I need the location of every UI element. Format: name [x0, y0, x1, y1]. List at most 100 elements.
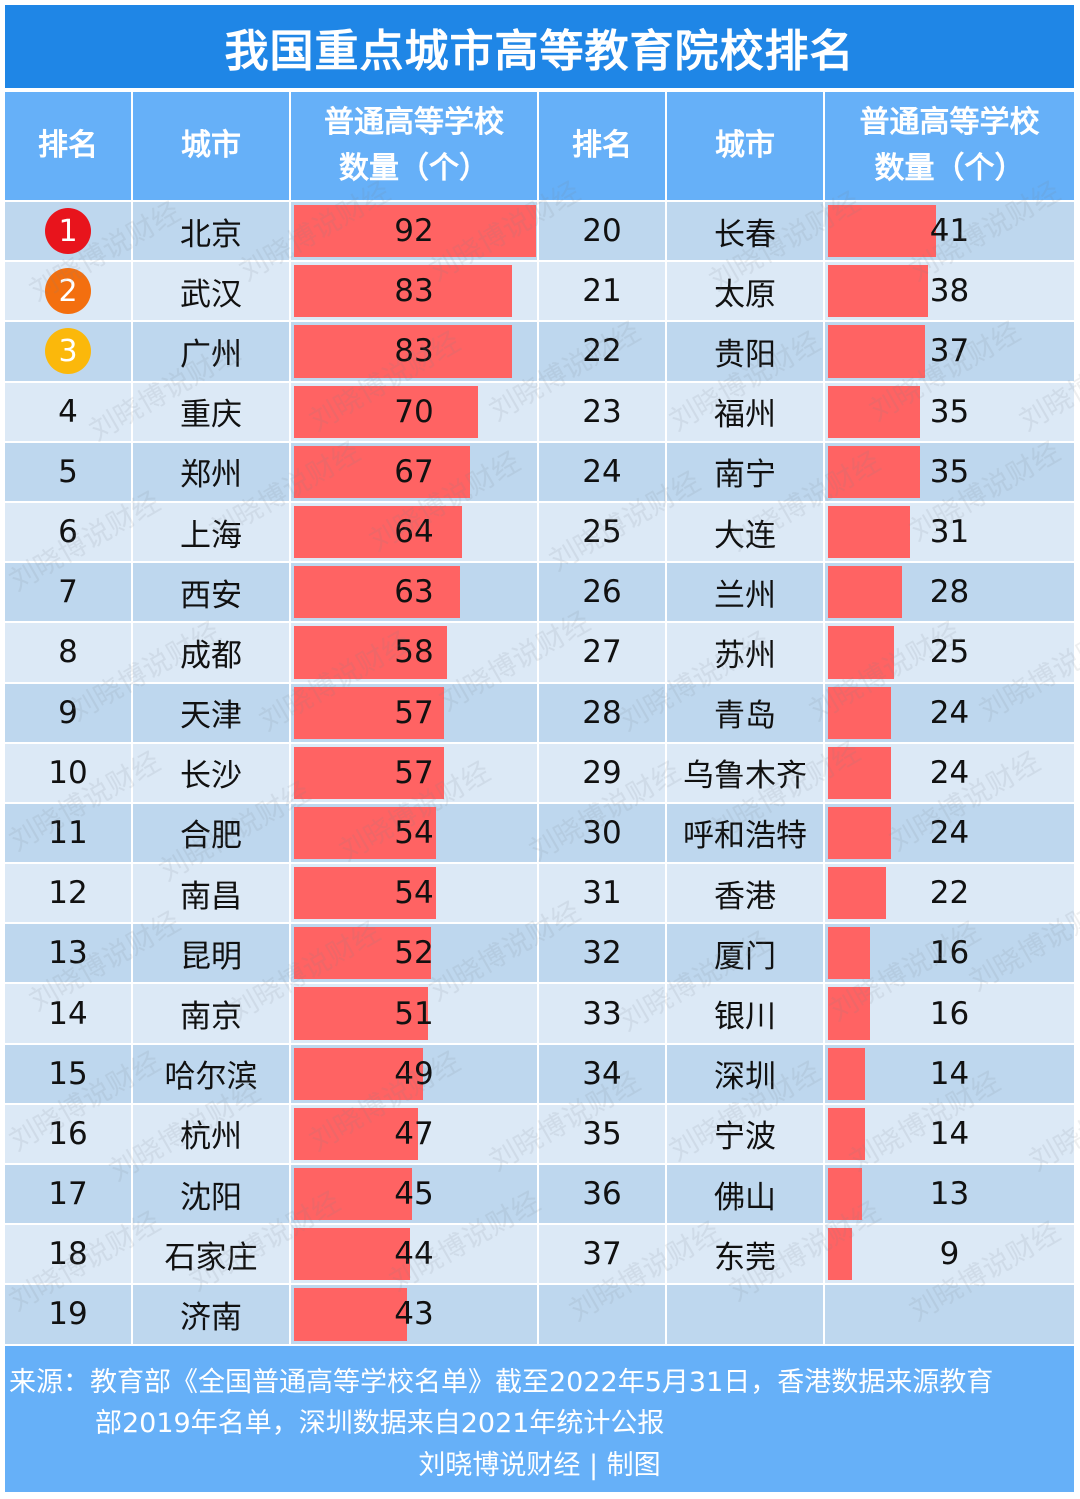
rank-cell [539, 1285, 667, 1344]
city-cell: 沈阳 [133, 1165, 291, 1224]
rank-cell: 32 [539, 924, 667, 983]
table-row: 15 哈尔滨 49 34 深圳 14 [5, 1042, 1074, 1103]
data-bar [294, 566, 460, 619]
count-bar-cell: 57 [291, 683, 539, 742]
data-bar [828, 265, 928, 318]
table-row: 18 石家庄 44 37 东莞 9 [5, 1223, 1074, 1284]
table-body: 1 北京 92 20 长春 41 2 武汉 83 21 太原 38 3 广州 83 22 贵阳 37 4 重庆 70 23… [5, 200, 1074, 1344]
data-bar [294, 867, 437, 920]
count-value: 16 [929, 935, 970, 972]
page-title: 我国重点城市高等教育院校排名 [5, 5, 1074, 88]
city-cell: 大连 [667, 502, 825, 562]
city-cell: 兰州 [667, 563, 825, 622]
rank-cell: 7 [5, 563, 133, 622]
header-count-line1: 普通高等学校 [324, 105, 504, 140]
city-cell: 苏州 [667, 623, 825, 682]
count-value: 49 [394, 1055, 434, 1092]
data-bar [294, 927, 431, 980]
count-value: 64 [394, 514, 434, 551]
table-row: 9 天津 57 28 青岛 24 [5, 681, 1074, 742]
data-bar [294, 1107, 418, 1160]
table-row: 5 郑州 67 24 南宁 35 [5, 440, 1074, 501]
data-bar [294, 445, 471, 498]
count-bar-cell: 58 [291, 623, 539, 682]
rank-cell: 36 [539, 1165, 667, 1224]
count-bar-cell: 57 [291, 743, 539, 802]
rank-cell: 11 [5, 803, 133, 863]
rank-cell: 1 [5, 202, 133, 261]
data-bar [294, 265, 513, 318]
city-cell: 杭州 [133, 1104, 291, 1163]
rank-cell: 23 [539, 382, 667, 441]
count-bar-cell: 67 [291, 442, 539, 501]
data-bar [294, 686, 444, 739]
count-bar-cell: 44 [291, 1225, 539, 1284]
city-cell: 成都 [133, 623, 291, 682]
table-row: 7 西安 63 26 兰州 28 [5, 561, 1074, 622]
city-cell: 南昌 [133, 864, 291, 923]
rank-cell: 22 [539, 322, 667, 381]
city-cell: 天津 [133, 683, 291, 742]
header-rank-right: 排名 [539, 92, 667, 200]
count-bar-cell: 31 [825, 502, 1074, 562]
city-cell: 呼和浩特 [667, 803, 825, 863]
count-bar-cell: 54 [291, 864, 539, 923]
count-value: 47 [394, 1115, 434, 1152]
count-value: 31 [929, 514, 970, 551]
medal-badge-icon: 3 [45, 328, 91, 375]
count-value: 37 [929, 333, 970, 370]
data-bar [294, 325, 513, 378]
count-value: 57 [394, 754, 434, 791]
count-bar-cell: 52 [291, 924, 539, 983]
table-row: 19 济南 43 [5, 1283, 1074, 1344]
data-bar [294, 746, 444, 799]
data-bar [828, 505, 910, 559]
count-bar-cell: 51 [291, 984, 539, 1043]
rank-cell: 29 [539, 743, 667, 802]
ranking-table: 排名 城市 普通高等学校 数量（个） 排名 城市 普通高等学校 数量（个） 1 北京 9… [5, 92, 1074, 1344]
count-bar-cell: 92 [291, 202, 539, 261]
city-cell: 广州 [133, 322, 291, 381]
count-bar-cell: 47 [291, 1104, 539, 1163]
header-count-left: 普通高等学校 数量（个） [291, 92, 539, 200]
header-city-right: 城市 [667, 92, 825, 200]
rank-cell: 34 [539, 1044, 667, 1103]
rank-cell: 16 [5, 1104, 133, 1163]
count-bar-cell: 63 [291, 563, 539, 622]
city-cell: 西安 [133, 563, 291, 622]
table-row: 16 杭州 47 35 宁波 14 [5, 1102, 1074, 1163]
rank-cell: 10 [5, 743, 133, 802]
data-bar [294, 205, 536, 258]
count-value: 52 [394, 935, 434, 972]
count-bar-cell: 45 [291, 1165, 539, 1224]
data-bar [828, 987, 871, 1040]
count-bar-cell: 13 [825, 1165, 1074, 1224]
city-cell: 济南 [133, 1285, 291, 1344]
data-bar [828, 385, 921, 438]
count-bar-cell: 41 [825, 202, 1074, 261]
rank-cell: 4 [5, 382, 133, 441]
medal-badge-icon: 1 [45, 208, 91, 255]
count-value: 92 [394, 213, 434, 250]
city-cell: 北京 [133, 202, 291, 261]
count-value: 63 [394, 574, 434, 611]
count-bar-cell: 24 [825, 803, 1074, 863]
header-rank-left: 排名 [5, 92, 133, 200]
rank-cell: 20 [539, 202, 667, 261]
rank-cell: 24 [539, 442, 667, 501]
city-cell: 青岛 [667, 683, 825, 742]
rank-cell: 28 [539, 683, 667, 742]
count-value: 51 [394, 995, 434, 1032]
rank-cell: 31 [539, 864, 667, 923]
city-cell: 哈尔滨 [133, 1044, 291, 1103]
count-value: 41 [929, 213, 970, 250]
count-value: 45 [394, 1176, 434, 1213]
count-bar-cell: 37 [825, 322, 1074, 381]
header-count-line2: 数量（个） [339, 151, 489, 186]
data-bar [294, 1288, 408, 1341]
count-bar-cell: 35 [825, 382, 1074, 441]
count-value: 24 [929, 814, 970, 851]
medal-badge-icon: 2 [45, 268, 91, 315]
data-bar [828, 325, 926, 378]
data-bar [828, 746, 892, 799]
